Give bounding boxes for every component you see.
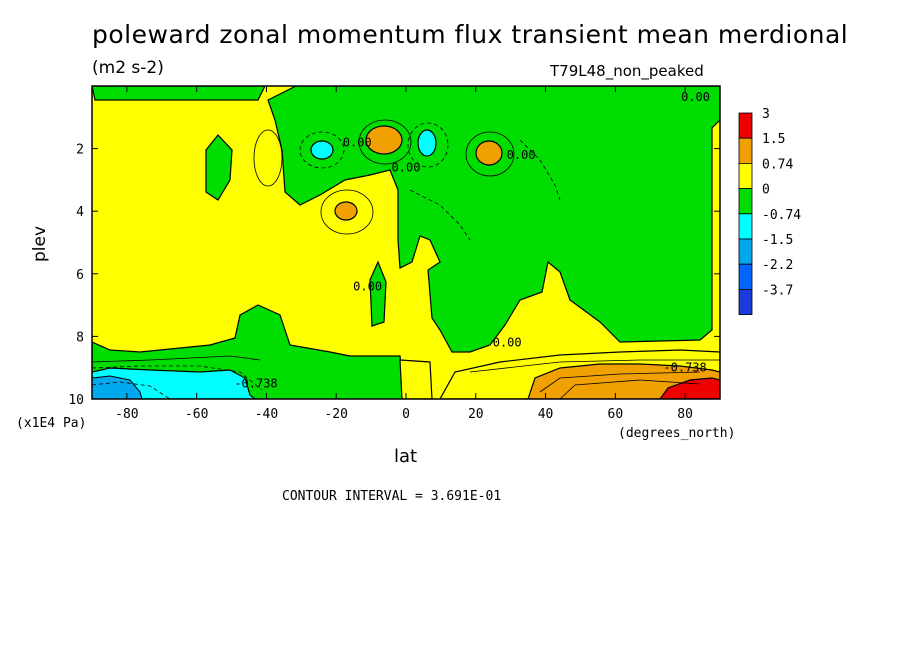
x-axis-label: lat — [394, 446, 418, 467]
x-tick-label: 60 — [608, 407, 624, 422]
y-tick-label: 10 — [68, 393, 84, 408]
x-tick-label: -40 — [255, 407, 278, 422]
region-negative-large — [92, 375, 143, 399]
region-positive-large — [659, 377, 720, 399]
x-tick-label: 20 — [468, 407, 484, 422]
contour-label: 0.00 — [493, 336, 522, 350]
chart-title: poleward zonal momentum flux transient m… — [92, 20, 849, 49]
y-tick-label: 2 — [76, 143, 84, 158]
contour-label: -0.738 — [663, 361, 706, 375]
region-negative-small — [205, 134, 233, 201]
region-positive-medium — [475, 140, 503, 166]
contour-interval: CONTOUR INTERVAL = 3.691E-01 — [282, 489, 502, 504]
x-tick-label: -60 — [185, 407, 208, 422]
legend-label: 0 — [762, 183, 770, 198]
contour-label: 0.00 — [343, 135, 372, 149]
legend-swatch — [738, 263, 753, 290]
contour-labels: 0.00 0.00 0.00 0.00 0.00 0.00 -0.738 -0.738 — [234, 90, 710, 390]
legend-swatch — [738, 162, 753, 189]
contour-lines — [92, 119, 720, 399]
region-positive-medium — [334, 201, 358, 221]
contour-label: 0.00 — [507, 148, 536, 162]
contour-label: 0.00 — [681, 90, 710, 104]
legend-label: 0.74 — [762, 157, 793, 172]
color-legend: 3 1.5 0.74 0 -0.74 -1.5 -2.2 -3.7 — [738, 107, 801, 315]
x-tick-label: 0 — [402, 407, 410, 422]
x-tick-label: -80 — [115, 407, 138, 422]
x-axis: -80 -60 -40 -20 0 20 40 60 80 — [115, 86, 693, 422]
legend-label: -3.7 — [762, 283, 793, 298]
region-positive-medium — [365, 125, 403, 155]
filled-contours — [92, 86, 720, 399]
legend-swatch — [738, 213, 753, 240]
legend-swatch — [738, 288, 753, 315]
y-tick-label: 4 — [76, 205, 84, 220]
x-axis-units: (degrees_north) — [618, 426, 736, 441]
contour-label: -0.738 — [234, 376, 277, 390]
x-tick-label: -20 — [324, 407, 347, 422]
contour-lines-negative — [92, 122, 561, 399]
region-negative-medium — [310, 140, 334, 160]
legend-swatch — [738, 238, 753, 265]
run-label: T79L48_non_peaked — [550, 62, 704, 80]
region-negative-small — [92, 86, 266, 101]
x-tick-label: 80 — [677, 407, 693, 422]
legend-label: -1.5 — [762, 233, 793, 248]
y-tick-label: 8 — [76, 330, 84, 345]
legend-swatch — [738, 188, 753, 215]
region-negative-medium — [417, 129, 437, 157]
x-tick-label: 40 — [538, 407, 554, 422]
legend-label: 3 — [762, 107, 770, 122]
legend-label: -2.2 — [762, 258, 793, 273]
y-axis-units: (x1E4 Pa) — [16, 416, 87, 431]
y-tick-label: 6 — [76, 268, 84, 283]
legend-label: -0.74 — [762, 208, 801, 223]
legend-swatch — [738, 112, 753, 139]
contour-label: 0.00 — [353, 279, 382, 293]
y-axis: 2 4 6 8 10 — [68, 143, 720, 408]
region-positive-small — [399, 359, 433, 399]
region-negative-small — [369, 260, 387, 327]
chart-units: (m2 s-2) — [92, 58, 164, 78]
legend-swatch — [738, 137, 753, 164]
legend-label: 1.5 — [762, 132, 785, 147]
contour-label: 0.00 — [392, 160, 421, 174]
